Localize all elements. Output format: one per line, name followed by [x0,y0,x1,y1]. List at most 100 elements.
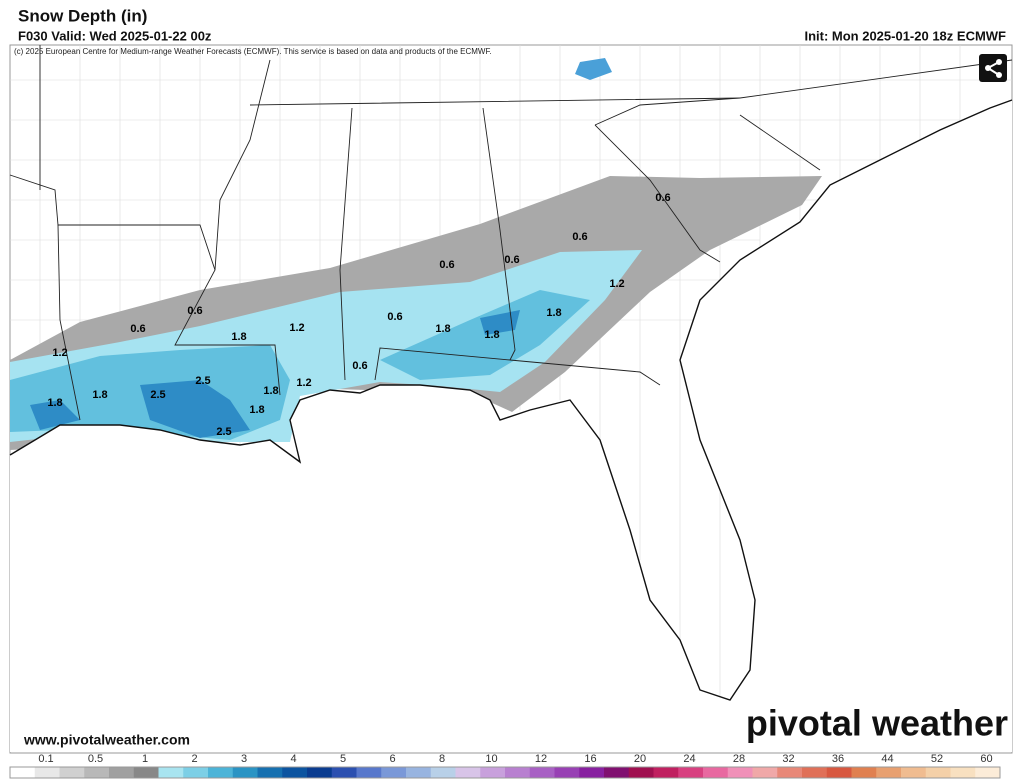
contour-label: 1.2 [609,278,624,290]
header-bg [0,0,1024,44]
contour-label: 0.6 [187,305,202,317]
colorbar-swatch [406,767,432,778]
coastline [9,99,1013,701]
colorbar-tick-label: 32 [782,753,794,765]
footer-url[interactable]: www.pivotalweather.com [23,732,190,748]
colorbar-swatch [727,767,753,778]
colorbar-tick-label: 2 [191,753,197,765]
state-borders [9,45,1013,421]
credit: (c) 2025 European Centre for Medium-rang… [14,47,492,56]
colorbar-swatch [133,767,159,778]
colorbar-swatch [950,767,976,778]
colorbar-swatch [876,767,902,778]
colorbar-swatch [109,767,135,778]
colorbar-swatch [381,767,407,778]
colorbar-swatch [901,767,927,778]
colorbar-swatch [455,767,481,778]
snow-band-dark [30,310,520,438]
colorbar-tick-label: 6 [389,753,395,765]
colorbar-tick-label: 52 [931,753,943,765]
ocean [10,100,1012,752]
colorbar-swatch [752,767,778,778]
colorbar-tick-label: 8 [439,753,445,765]
colorbar-tick-label: 24 [683,753,695,765]
init-time: Init: Mon 2025-01-20 18z ECMWF [804,28,1006,43]
colorbar-tick-label: 1 [142,753,148,765]
contour-label: 1.8 [435,323,450,335]
logo: pivotal weather [746,703,1008,744]
colorbar-tick-label: 16 [584,753,596,765]
colorbar-swatch [529,767,555,778]
colorbar-swatch [307,767,333,778]
colorbar-tick-label: 5 [340,753,346,765]
colorbar-swatch [232,767,258,778]
colorbar-swatch [554,767,580,778]
contour-label: 0.6 [572,231,587,243]
colorbar-swatch [604,767,630,778]
share-dot [996,72,1002,78]
contour-label: 1.8 [249,404,264,416]
contour-label: 0.6 [352,360,367,372]
share-icon-bg[interactable] [979,54,1007,82]
colorbar-tick-label: 0.5 [88,753,103,765]
colorbar-swatch [480,767,506,778]
colorbar-swatch [505,767,531,778]
colorbar-swatch [331,767,357,778]
colorbar-swatch [826,767,852,778]
colorbar-tick-label: 10 [485,753,497,765]
colorbar-swatch [430,767,456,778]
colorbar-swatch [802,767,828,778]
contour-labels: 0.6 0.6 0.6 0.6 1.2 1.8 0.6 1.8 1.8 1.2 1.8 0.6 0.6 1… [47,192,670,438]
title: Snow Depth (in) [18,6,147,25]
contour-label: 2.5 [150,389,165,401]
contour-label: 1.8 [47,397,62,409]
contour-label: 0.6 [655,192,670,204]
contour-label: 1.2 [289,322,304,334]
contour-label: 0.6 [439,259,454,271]
share-dot [996,59,1002,65]
share-button[interactable] [979,54,1007,82]
contour-label: 0.6 [130,323,145,335]
colorbar-swatch [34,767,60,778]
colorbar-tick-label: 44 [881,753,893,765]
valid-time: F030 Valid: Wed 2025-01-22 00z [18,28,212,43]
colorbar-swatch [10,767,36,778]
colorbar-swatch [356,767,382,778]
contour-label: 1.8 [231,331,246,343]
colorbar-tick-label: 12 [535,753,547,765]
contour-label: 2.5 [195,375,210,387]
contour-label: 1.8 [546,307,561,319]
share-dot [985,65,991,71]
colorbar-tick-label: 0.1 [38,753,53,765]
colorbar-swatch [777,767,803,778]
contour-label: 1.2 [52,347,67,359]
colorbar-swatch [59,767,85,778]
colorbar-swatch [653,767,679,778]
colorbar-tick-label: 36 [832,753,844,765]
colorbar-tick-label: 28 [733,753,745,765]
contour-label: 1.8 [484,329,499,341]
colorbar-tick-label: 60 [980,753,992,765]
colorbar-tick-label: 20 [634,753,646,765]
contour-label: 0.6 [387,311,402,323]
contour-label: 1.8 [263,385,278,397]
colorbar-swatch [579,767,605,778]
contour-label: 1.8 [92,389,107,401]
colorbar-swatch [703,767,729,778]
colorbar-swatch [851,767,877,778]
colorbar-swatch [925,767,951,778]
colorbar-tick-label: 4 [290,753,296,765]
colorbar-swatch [257,767,283,778]
colorbar-swatch [84,767,110,778]
contour-label: 2.5 [216,426,231,438]
colorbar: 0.1 0.5 1 2 3 4 5 6 8 10 12 16 20 24 28 32 36 44 52 60 [9,753,1001,779]
colorbar-border [9,766,1001,779]
contour-label: 1.2 [296,377,311,389]
colorbar-swatch [183,767,209,778]
colorbar-swatch [282,767,308,778]
snow-spot [575,58,612,80]
colorbar-swatch [158,767,184,778]
colorbar-swatch [975,767,1001,778]
